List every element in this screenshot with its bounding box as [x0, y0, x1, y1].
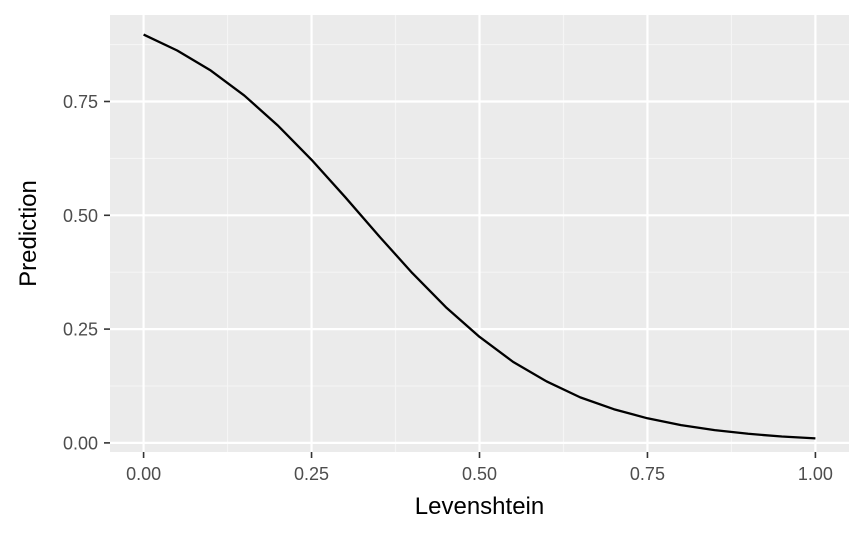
- major-gridlines: [110, 15, 849, 452]
- y-axis-title: Prediction: [15, 180, 42, 287]
- x-tick-label: 0.25: [294, 464, 329, 484]
- x-tick-label: 0.75: [630, 464, 665, 484]
- x-axis-title: Levenshtein: [415, 493, 544, 520]
- prediction-line: [143, 33, 816, 440]
- x-tick-label: 0.50: [462, 464, 497, 484]
- x-axis: 0.00 0.25 0.50 0.75 1.00: [126, 452, 833, 484]
- y-tick-label: 0.50: [63, 206, 98, 226]
- x-tick-label: 0.00: [126, 464, 161, 484]
- y-tick-label: 0.75: [63, 92, 98, 112]
- y-tick-label: 0.00: [63, 433, 98, 453]
- x-tick-label: 1.00: [798, 464, 833, 484]
- y-tick-label: 0.25: [63, 320, 98, 340]
- y-axis: 0.00 0.25 0.50 0.75: [63, 92, 110, 453]
